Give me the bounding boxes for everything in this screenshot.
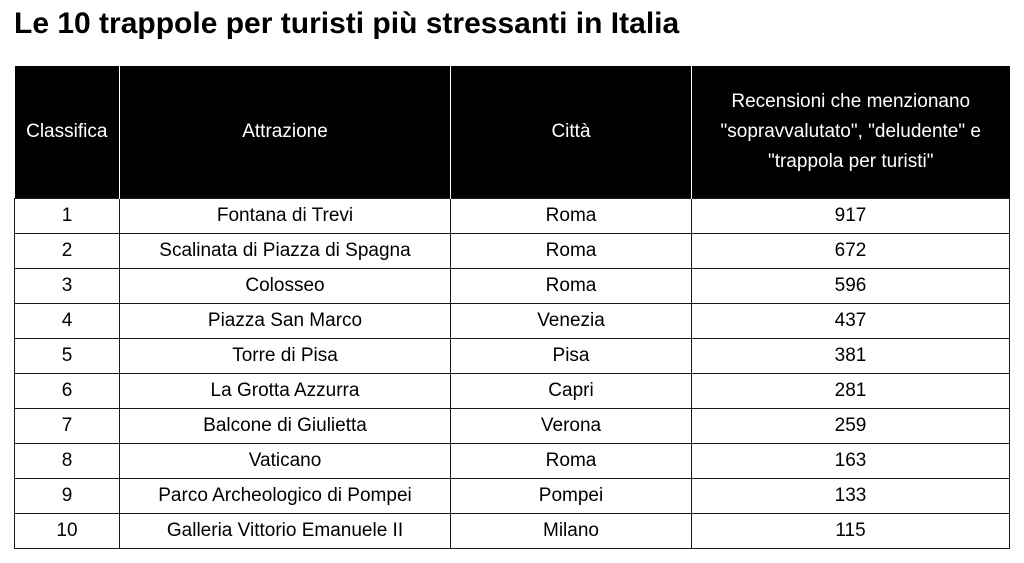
city-cell: Pompei (450, 477, 692, 514)
reviews-cell: 281 (691, 372, 1010, 409)
city-cell: Capri (450, 372, 692, 409)
attraction-cell: Galleria Vittorio Emanuele II (119, 512, 451, 549)
header-attraction: Attrazione (119, 66, 451, 198)
header-rank: Classifica (14, 66, 120, 198)
city-cell: Milano (450, 512, 692, 549)
attraction-cell: Fontana di Trevi (119, 197, 451, 234)
header-row: Classifica Attrazione Città Recensioni c… (14, 66, 1010, 198)
header-city: Città (450, 66, 692, 198)
table-row: 9 Parco Archeologico di Pompei Pompei 13… (14, 477, 1010, 514)
table-row: 10 Galleria Vittorio Emanuele II Milano … (14, 512, 1010, 549)
city-cell: Roma (450, 442, 692, 479)
rank-cell: 3 (14, 267, 120, 304)
rank-cell: 5 (14, 337, 120, 374)
header-reviews: Recensioni che menzionano "sopravvalutat… (691, 66, 1010, 198)
reviews-cell: 381 (691, 337, 1010, 374)
table-row: 6 La Grotta Azzurra Capri 281 (14, 372, 1010, 409)
attraction-cell: Piazza San Marco (119, 302, 451, 339)
reviews-cell: 672 (691, 232, 1010, 269)
attraction-cell: Scalinata di Piazza di Spagna (119, 232, 451, 269)
ranking-table: Classifica Attrazione Città Recensioni c… (14, 66, 1010, 549)
city-cell: Roma (450, 197, 692, 234)
attraction-cell: La Grotta Azzurra (119, 372, 451, 409)
reviews-cell: 259 (691, 407, 1010, 444)
rank-cell: 1 (14, 197, 120, 234)
table-row: 4 Piazza San Marco Venezia 437 (14, 302, 1010, 339)
attraction-cell: Balcone di Giulietta (119, 407, 451, 444)
rank-cell: 6 (14, 372, 120, 409)
reviews-cell: 163 (691, 442, 1010, 479)
reviews-cell: 133 (691, 477, 1010, 514)
table-row: 8 Vaticano Roma 163 (14, 442, 1010, 479)
city-cell: Venezia (450, 302, 692, 339)
reviews-cell: 437 (691, 302, 1010, 339)
rank-cell: 4 (14, 302, 120, 339)
attraction-cell: Parco Archeologico di Pompei (119, 477, 451, 514)
rank-cell: 8 (14, 442, 120, 479)
table-row: 2 Scalinata di Piazza di Spagna Roma 672 (14, 232, 1010, 269)
reviews-cell: 115 (691, 512, 1010, 549)
table-row: 1 Fontana di Trevi Roma 917 (14, 197, 1010, 234)
city-cell: Roma (450, 232, 692, 269)
reviews-cell: 596 (691, 267, 1010, 304)
page-title: Le 10 trappole per turisti più stressant… (14, 7, 680, 40)
rank-cell: 10 (14, 512, 120, 549)
rank-cell: 7 (14, 407, 120, 444)
city-cell: Verona (450, 407, 692, 444)
city-cell: Roma (450, 267, 692, 304)
table-row: 3 Colosseo Roma 596 (14, 267, 1010, 304)
city-cell: Pisa (450, 337, 692, 374)
header-reviews-line: "sopravvalutato", "deludente" e (720, 120, 981, 142)
attraction-cell: Vaticano (119, 442, 451, 479)
rank-cell: 9 (14, 477, 120, 514)
header-reviews-line: "trappola per turisti" (767, 150, 934, 172)
table-row: 5 Torre di Pisa Pisa 381 (14, 337, 1010, 374)
attraction-cell: Colosseo (119, 267, 451, 304)
rank-cell: 2 (14, 232, 120, 269)
header-reviews-line: Recensioni che menzionano (731, 90, 971, 112)
attraction-cell: Torre di Pisa (119, 337, 451, 374)
table-row: 7 Balcone di Giulietta Verona 259 (14, 407, 1010, 444)
reviews-cell: 917 (691, 197, 1010, 234)
